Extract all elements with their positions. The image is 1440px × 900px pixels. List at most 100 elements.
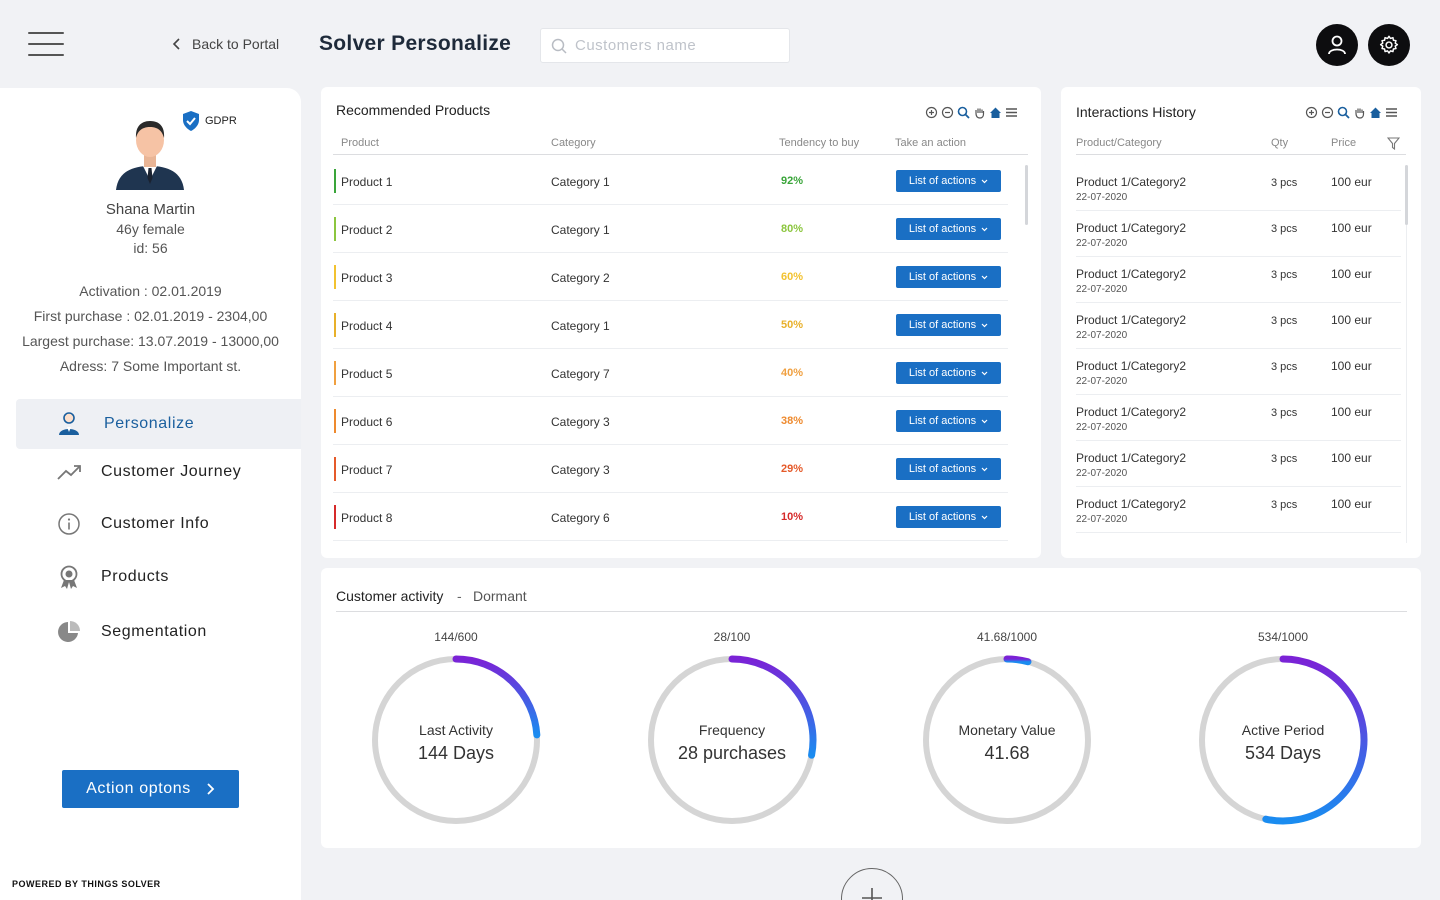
- table-row: Product 1/Category2 22-07-2020 3 pcs 100 eu…: [1076, 211, 1401, 257]
- interaction-qty: 3 pcs: [1271, 315, 1298, 327]
- tendency-value: 10%: [781, 511, 804, 523]
- col-category: Category: [551, 137, 596, 149]
- action-options-button[interactable]: Action optons: [62, 770, 239, 808]
- interaction-price: 100 eur: [1331, 267, 1372, 281]
- product-category: Category 1: [551, 175, 610, 189]
- pan-hand-icon[interactable]: [1353, 106, 1366, 119]
- interactions-scroll-track: [1406, 225, 1407, 543]
- first-purchase: First purchase : 02.01.2019 - 2304,00: [33, 308, 268, 324]
- zoom-out-icon[interactable]: [941, 106, 954, 119]
- interaction-date: 22-07-2020: [1076, 468, 1128, 479]
- gauge-label: Monetary Value: [958, 722, 1056, 738]
- list-of-actions-label: List of actions: [908, 223, 977, 235]
- gdpr-label: GDPR: [205, 115, 237, 127]
- list-of-actions-button[interactable]: List of actions: [896, 170, 1001, 192]
- zoom-out-icon[interactable]: [1321, 106, 1334, 119]
- gdpr-badge: GDPR: [181, 110, 237, 132]
- menu-lines-icon[interactable]: [1005, 106, 1018, 119]
- settings-button[interactable]: [1368, 24, 1410, 66]
- list-of-actions-label: List of actions: [908, 271, 977, 283]
- chevron-down-icon: [981, 515, 988, 519]
- interaction-price: 100 eur: [1331, 313, 1372, 327]
- interactions-history-card: Interactions History Product/Category Qt…: [1061, 87, 1421, 558]
- filter-icon[interactable]: [1387, 137, 1400, 150]
- person-icon: [59, 412, 79, 435]
- interactions-scrollbar[interactable]: [1405, 165, 1408, 225]
- customer-name: Shana Martin: [105, 201, 196, 218]
- home-icon[interactable]: [989, 106, 1002, 119]
- app-title: Solver Personalize: [319, 32, 512, 55]
- table-row: Product 1/Category2 22-07-2020 3 pcs 100 eu…: [1076, 303, 1401, 349]
- gauge: 144/600 Last Activity 144 Days: [366, 630, 546, 830]
- interaction-price: 100 eur: [1331, 359, 1372, 373]
- interaction-qty: 3 pcs: [1271, 499, 1298, 511]
- recommended-products-title: Recommended Products: [336, 102, 491, 118]
- list-of-actions-button[interactable]: List of actions: [896, 218, 1001, 240]
- interactions-chart-toolbar: [1305, 106, 1398, 119]
- interaction-item: Product 1/Category2: [1076, 221, 1187, 235]
- magnifier-icon[interactable]: [957, 106, 970, 119]
- pan-hand-icon[interactable]: [973, 106, 986, 119]
- shield-check-icon: [183, 111, 199, 131]
- nav-item-segmentation[interactable]: Segmentation: [16, 607, 301, 657]
- menu-lines-icon[interactable]: [1385, 106, 1398, 119]
- gauge-value: 144 Days: [417, 743, 495, 763]
- back-to-portal-link[interactable]: Back to Portal: [170, 36, 279, 52]
- pie-chart-icon: [58, 621, 80, 642]
- gauge: 28/100 Frequency 28 purchases: [642, 630, 822, 830]
- nav-item-personalize[interactable]: Personalize: [16, 399, 301, 449]
- customer-id: id: 56: [133, 240, 168, 256]
- gauge-label: Frequency: [698, 722, 766, 738]
- tendency-color-bar: [334, 409, 336, 433]
- list-of-actions-button[interactable]: List of actions: [896, 362, 1001, 384]
- search-input[interactable]: [575, 37, 775, 54]
- list-of-actions-button[interactable]: List of actions: [896, 506, 1001, 528]
- largest-purchase: Largest purchase: 13.07.2019 - 13000,00: [22, 333, 279, 349]
- add-widget-button[interactable]: [841, 868, 903, 900]
- tendency-value: 50%: [781, 319, 804, 331]
- product-category: Category 3: [551, 463, 610, 477]
- gauge-label: Last Activity: [419, 722, 493, 738]
- recommended-table-header: Product Category Tendency to buy Take an…: [333, 137, 1028, 155]
- tendency-value: 29%: [781, 463, 804, 475]
- list-of-actions-label: List of actions: [908, 511, 977, 523]
- home-icon[interactable]: [1369, 106, 1382, 119]
- interaction-item: Product 1/Category2: [1076, 497, 1187, 511]
- interaction-qty: 3 pcs: [1271, 269, 1298, 281]
- table-row: Product 8 Category 6 10% List of actions: [333, 493, 1008, 541]
- search-box: [540, 28, 790, 63]
- nav-label-customer-journey: Customer Journey: [101, 463, 242, 480]
- user-profile-button[interactable]: [1316, 24, 1358, 66]
- gauge-track: [923, 656, 1091, 824]
- recommended-scrollbar[interactable]: [1025, 165, 1028, 225]
- interaction-price: 100 eur: [1331, 497, 1372, 511]
- nav-item-customer-info[interactable]: Customer Info: [16, 499, 301, 549]
- interactions-table-header: Product/Category Qty Price: [1076, 137, 1406, 155]
- list-of-actions-button[interactable]: List of actions: [896, 266, 1001, 288]
- product-category: Category 1: [551, 319, 610, 333]
- product-category: Category 7: [551, 367, 610, 381]
- chevron-down-icon: [981, 371, 988, 375]
- list-of-actions-label: List of actions: [908, 367, 977, 379]
- magnifier-icon[interactable]: [1337, 106, 1350, 119]
- gauge-ratio: 144/600: [434, 630, 478, 644]
- table-row: Product 1/Category2 22-07-2020 3 pcs 100 eu…: [1076, 395, 1401, 441]
- activity-divider: [336, 611, 1407, 612]
- interaction-item: Product 1/Category2: [1076, 175, 1187, 189]
- nav-item-customer-journey[interactable]: Customer Journey: [16, 447, 301, 497]
- list-of-actions-button[interactable]: List of actions: [896, 410, 1001, 432]
- product-category: Category 3: [551, 415, 610, 429]
- tendency-value: 40%: [781, 367, 804, 379]
- zoom-in-icon[interactable]: [925, 106, 938, 119]
- gauge-value: 41.68: [984, 743, 1030, 763]
- nav-item-products[interactable]: Products: [16, 552, 301, 602]
- list-of-actions-button[interactable]: List of actions: [896, 314, 1001, 336]
- list-of-actions-button[interactable]: List of actions: [896, 458, 1001, 480]
- customer-activity-title: Customer activity: [336, 588, 444, 604]
- hamburger-menu-icon[interactable]: [28, 32, 64, 60]
- gauge-ring: [372, 655, 541, 824]
- plus-icon: [862, 888, 882, 900]
- table-row: Product 1/Category2 22-07-2020 3 pcs 100 eu…: [1076, 349, 1401, 395]
- zoom-in-icon[interactable]: [1305, 106, 1318, 119]
- chevron-left-icon: [172, 38, 180, 50]
